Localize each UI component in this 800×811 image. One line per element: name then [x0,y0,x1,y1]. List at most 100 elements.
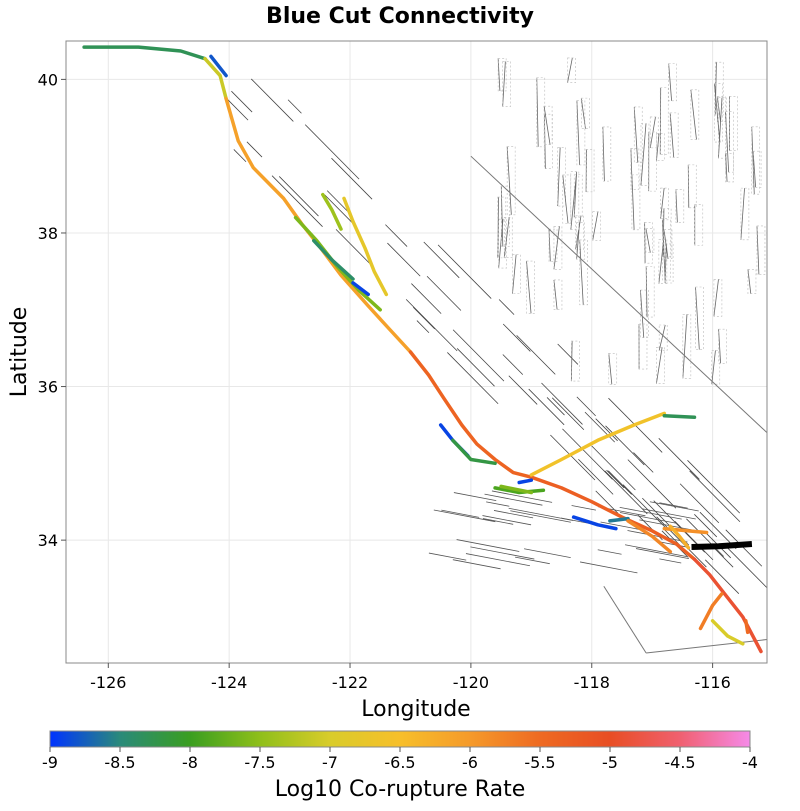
fault-dip-hatch [503,216,513,258]
background-fault [576,396,596,417]
fault-series-frazier-mtn [493,486,546,495]
fault-series-lake-mountain [209,54,228,78]
background-fault [627,459,677,509]
x-axis-label: Longitude [361,697,470,722]
y-tick-label: 38 [38,224,58,243]
fault-dip-hatch [718,328,727,364]
background-fault [627,530,688,543]
colorbar-tick-label: -6.5 [384,753,415,772]
background-fault [426,275,462,311]
fault-series-calaveras [342,196,389,297]
fault-dip-hatch [579,239,588,306]
background-fault [557,147,561,207]
background-fault [304,124,360,180]
background-fault [714,548,734,568]
x-tick-label: -122 [332,673,368,692]
background-fault [246,141,263,158]
background-fault [718,97,723,159]
colorbar-tick-label: -7 [322,753,338,772]
fault-dip-hatch [725,111,734,173]
fault-series-garlock [529,411,667,477]
colorbar-tick-label: -4 [742,753,758,772]
fault-dip-hatch [740,187,750,241]
background-fault [278,176,319,217]
background-fault [669,112,675,158]
fault-dip-hatch [570,171,580,230]
background-fault [579,239,584,305]
background-fault [606,469,625,489]
colorbar-tick-label: -5.5 [524,753,555,772]
background-fault [645,228,651,253]
gridlines [66,41,767,663]
fault-dip-hatch [543,105,553,145]
background-fault [543,106,551,145]
fault-dip-hatch [747,269,757,294]
fault-dip-hatch [602,126,612,182]
background-fault [433,509,496,523]
background-fault [605,425,645,466]
colorbar-tick-label: -5 [602,753,618,772]
background-fault [387,242,421,277]
background-fault [600,521,641,530]
background-fault [452,559,501,570]
fault-series-n-saf-offshore [203,56,228,101]
background-fault [233,149,247,163]
background-fault [484,493,543,506]
background-fault [694,514,718,538]
x-tick-label: -124 [211,673,247,692]
background-fault [441,509,480,518]
background-fault [663,229,669,259]
fault-series-san-gregorio [312,238,355,281]
background-fault [437,244,492,299]
background-fault [687,460,741,514]
background-fault [653,500,706,553]
fault-series-saf-mojave-strand [499,484,534,495]
fault-series-creeping-saf [408,350,534,479]
background-fault [631,174,635,230]
background-fault [428,552,467,561]
colorbar-tick-label: -8 [182,753,198,772]
background-fault [660,188,665,219]
fault-dip-hatch [497,196,507,259]
fault-series-sargent [351,281,370,297]
background-fault [226,98,249,121]
background-fault [411,283,442,314]
background-fault [649,116,656,148]
background-fault [551,397,585,431]
background-fault [604,470,648,515]
background-fault [524,548,571,559]
background-fault [578,458,614,495]
background-fault [423,241,460,279]
background-fault [608,470,632,495]
fault-dip-hatch [571,340,580,382]
background-fault [713,279,719,317]
background-fault [752,151,757,188]
fault-dip-hatch [502,61,511,107]
fault-dip-hatch [553,226,563,270]
fault-dip-hatch [567,57,576,84]
fault-dip-hatch [506,146,516,216]
fault-dip-hatch [682,314,692,379]
fault-dip-hatch [580,97,590,129]
fault-dip-hatch [714,83,723,143]
background-fault [619,512,678,524]
background-fault [570,341,573,382]
background-fault [659,502,688,509]
fault-series-elsinore [698,592,724,631]
fault-dip-hatch [638,323,648,370]
background-fault [557,343,579,365]
background-fault [503,217,510,258]
background-fault [456,348,495,387]
background-fault [553,226,560,270]
background-fault [633,452,654,473]
background-fault [550,434,596,481]
background-fault [562,174,569,224]
background-fault [497,197,499,258]
fault-series-coachella-saf [692,557,763,654]
fault-dip-hatch [536,77,546,148]
y-tick-label: 36 [38,378,58,397]
background-fault [659,541,688,548]
background-fault [500,186,504,247]
background-fault [718,329,722,364]
background-fault [482,515,532,526]
